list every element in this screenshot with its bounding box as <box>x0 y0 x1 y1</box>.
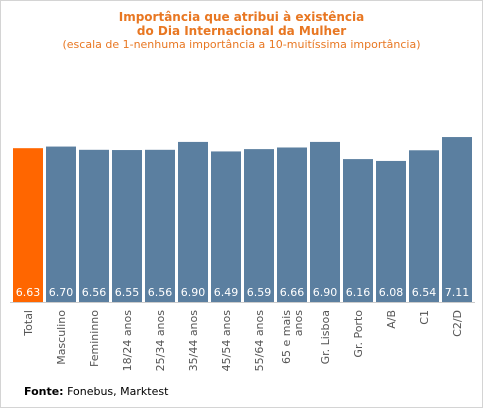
bar-4 <box>112 150 142 302</box>
source-note: Fonte: Fonebus, Marktest <box>24 385 168 398</box>
bar-8 <box>244 149 274 302</box>
category-label-2: Masculino <box>55 310 68 365</box>
bar-value-label-8: 6.59 <box>247 286 272 299</box>
category-label-6: 35/44 anos <box>187 310 200 372</box>
bar-value-label-5: 6.56 <box>148 286 173 299</box>
source-label: Fonte: <box>24 385 64 398</box>
category-label-8: 55/64 anos <box>253 310 266 372</box>
bar-13 <box>409 150 439 302</box>
chart-title-line1: Importância que atribui à existência <box>118 10 365 24</box>
category-label-1: Total <box>22 310 35 337</box>
category-label-9: 65 e maisanos <box>280 310 305 364</box>
bar-10 <box>310 141 340 302</box>
bar-value-label-7: 6.49 <box>214 286 239 299</box>
chart-subtitle: (escala de 1-nenhuma importância a 10-mu… <box>62 38 421 51</box>
bar-14 <box>442 137 472 302</box>
bar-value-label-14: 7.11 <box>445 286 470 299</box>
bar-5 <box>145 149 175 302</box>
category-label-13: C1 <box>418 310 431 325</box>
category-label-11: Gr. Porto <box>352 310 365 358</box>
bar-value-label-3: 6.56 <box>82 286 107 299</box>
category-label-5: 25/34 anos <box>154 310 167 372</box>
bar-2 <box>46 146 76 302</box>
bar-value-label-12: 6.08 <box>379 286 404 299</box>
bar-value-label-11: 6.16 <box>346 286 371 299</box>
bar-6 <box>178 141 208 302</box>
bar-12 <box>376 160 406 302</box>
bar-value-label-10: 6.90 <box>313 286 338 299</box>
category-label-10: Gr. Lisboa <box>319 310 332 364</box>
bar-value-label-1: 6.63 <box>16 286 41 299</box>
bar-value-label-13: 6.54 <box>412 286 437 299</box>
bar-1 <box>13 148 43 302</box>
bar-3 <box>79 149 109 302</box>
bar-chart: 6.63 Total 6.70 Masculino 6.56 Femininno 6.55 1… <box>10 137 475 372</box>
bar-7 <box>211 151 241 302</box>
category-label-4: 18/24 anos <box>121 310 134 372</box>
bar-value-label-4: 6.55 <box>115 286 140 299</box>
category-label-12: A/B <box>385 310 398 329</box>
category-label-3: Femininno <box>88 310 101 367</box>
source-text: Fonebus, Marktest <box>67 385 169 398</box>
bar-value-label-2: 6.70 <box>49 286 74 299</box>
category-label-7: 45/54 anos <box>220 310 233 372</box>
bar-11 <box>343 159 373 302</box>
bar-value-label-6: 6.90 <box>181 286 206 299</box>
bar-9 <box>277 147 307 302</box>
category-label-14: C2/D <box>451 310 464 337</box>
chart-title-line2: do Dia Internacional da Mulher <box>136 24 347 38</box>
bar-value-label-9: 6.66 <box>280 286 305 299</box>
